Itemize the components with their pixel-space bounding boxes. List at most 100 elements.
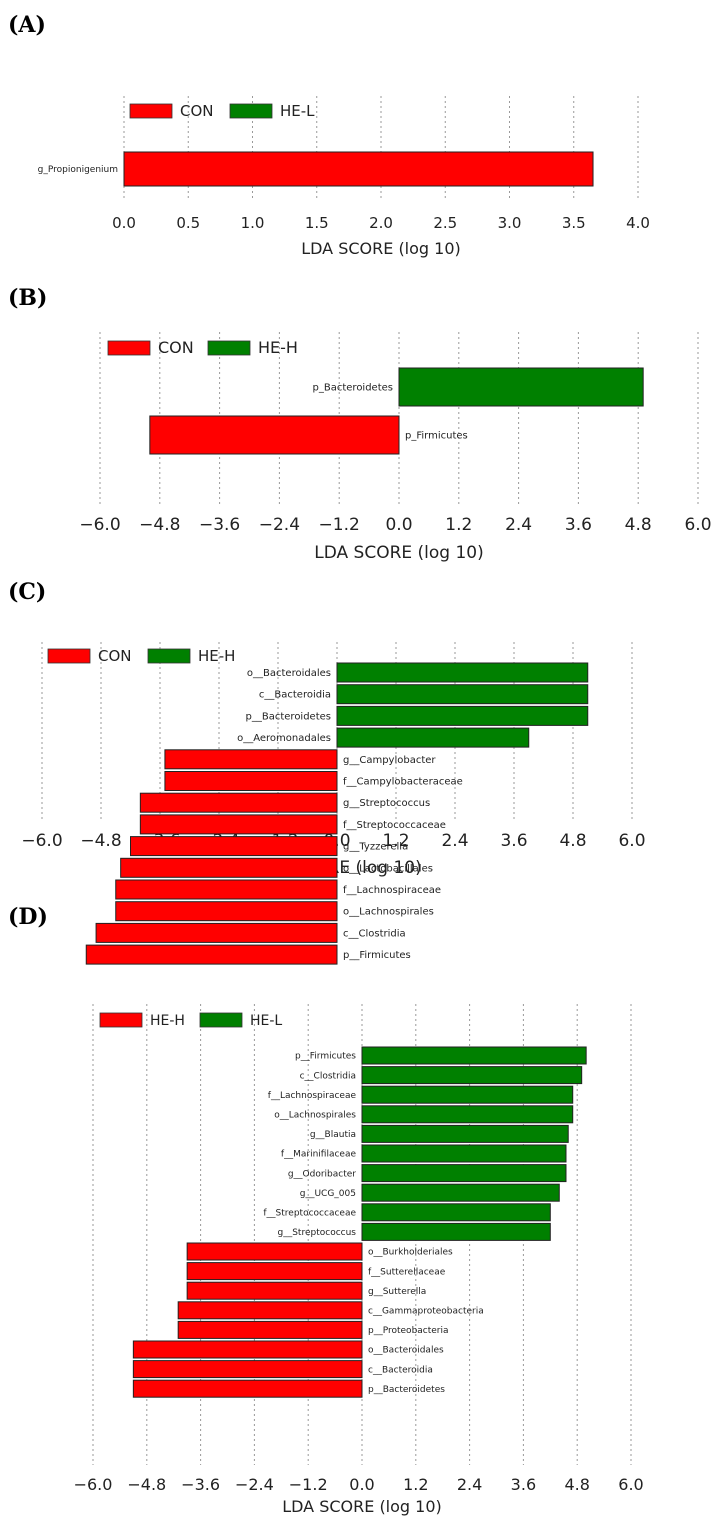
x-tick-label: 1.2 <box>445 515 472 535</box>
x-tick-label: 1.0 <box>241 214 265 232</box>
bar <box>130 836 338 857</box>
x-tick-label: −3.6 <box>181 1475 220 1494</box>
bar-label: o__Burkholderiales <box>368 1248 453 1258</box>
bar-label: p__Proteobacteria <box>368 1326 449 1336</box>
legend-label: CON <box>98 647 132 665</box>
legend-label: HE-H <box>150 1013 185 1029</box>
x-tick-label: 2.4 <box>457 1475 482 1494</box>
bar <box>361 1105 574 1124</box>
bar-label: g_Propionigenium <box>38 165 118 175</box>
bar <box>336 705 589 726</box>
x-tick-label: 4.0 <box>626 214 650 232</box>
legend-swatch <box>199 1012 243 1028</box>
x-tick-label: 3.6 <box>511 1475 536 1494</box>
bar-label: o__Lachnospirales <box>274 1110 356 1120</box>
bar-label: p_Bacteroidetes <box>313 383 393 394</box>
x-tick-label: −3.6 <box>199 515 240 535</box>
bar <box>186 1262 363 1281</box>
x-tick-label: 6.0 <box>684 515 711 535</box>
bar-label: p__Firmicutes <box>343 950 411 961</box>
x-tick-label: 4.8 <box>559 831 586 851</box>
legend-swatch <box>147 648 191 664</box>
legend-swatch <box>207 340 251 356</box>
x-tick-label: 0.5 <box>176 214 200 232</box>
x-tick-label: 3.6 <box>500 831 527 851</box>
x-tick-label: 6.0 <box>618 1475 643 1494</box>
bar-label: p_Firmicutes <box>405 431 468 442</box>
bar <box>139 814 338 835</box>
bar <box>177 1320 363 1339</box>
x-axis-label: LDA SCORE (log 10) <box>301 239 461 258</box>
x-tick-label: 0.0 <box>385 515 412 535</box>
bar <box>336 727 530 748</box>
bar <box>132 1379 363 1398</box>
bar-label: o__Aeromonadales <box>237 733 331 744</box>
x-tick-label: −4.8 <box>139 515 180 535</box>
bar-label: f__Lachnospiraceae <box>343 885 441 896</box>
bar-label: g__Streptococcus <box>278 1228 357 1238</box>
legend-swatch <box>47 648 91 664</box>
x-tick-label: 2.5 <box>433 214 457 232</box>
bar-label: p__Bacteroidetes <box>368 1385 445 1395</box>
bar <box>361 1066 583 1085</box>
bar-label: c__Gammaproteobacteria <box>368 1306 484 1316</box>
bar <box>361 1164 567 1183</box>
lda-chart-d: (D) −6.0 −4.8 −3.6 −2.4 −1.2 0.0 1.2 2.4 3.6 4.8 6.… <box>8 904 644 1516</box>
bar <box>361 1085 574 1104</box>
x-tick-label: 4.8 <box>564 1475 589 1494</box>
lda-chart-c: (C)−6.0−4.8−3.6−2.4−1.20.01.22.43.64.86.… <box>8 579 646 965</box>
bar-label: c__Bacteroidia <box>259 690 331 701</box>
bar <box>132 1340 363 1359</box>
bar <box>186 1242 363 1261</box>
bar <box>177 1301 363 1320</box>
bar-label: g__Tyzzerella <box>343 842 408 853</box>
x-axis-label: LDA SCORE (log 10) <box>314 543 484 563</box>
x-tick-label: −1.2 <box>289 1475 328 1494</box>
panel-label: (A) <box>8 12 46 38</box>
x-tick-label: 6.0 <box>618 831 645 851</box>
bar-label: g__Campylobacter <box>343 755 436 766</box>
bar-label: f__Streptococcaceae <box>343 820 446 831</box>
bar-label: c__Clostridia <box>343 928 406 939</box>
legend-label: HE-H <box>258 338 298 357</box>
x-tick-label: 2.4 <box>441 831 468 851</box>
bar <box>115 879 338 900</box>
bar <box>164 749 338 770</box>
bar <box>336 662 589 683</box>
x-tick-label: −6.0 <box>21 831 62 851</box>
bar <box>164 771 338 791</box>
bar <box>398 367 644 407</box>
x-tick-label: −6.0 <box>74 1475 113 1494</box>
bar-label: p__Firmicutes <box>295 1052 356 1062</box>
bar <box>149 415 400 455</box>
bar-label: g__Sutterella <box>368 1287 426 1297</box>
bar-label: c__Clostridia <box>300 1071 356 1081</box>
bar <box>336 684 589 705</box>
bar-label: g__Streptococcus <box>343 798 430 809</box>
x-tick-label: 3.6 <box>565 515 592 535</box>
x-tick-label: 0.0 <box>349 1475 374 1494</box>
bar <box>361 1183 560 1202</box>
x-tick-label: −2.4 <box>235 1475 274 1494</box>
bar-label: f__Marinifilaceae <box>281 1150 357 1160</box>
bar <box>361 1144 567 1163</box>
bar-label: f__Campylobacteraceae <box>343 777 463 788</box>
x-tick-label: 3.0 <box>498 214 522 232</box>
panel-label: (D) <box>8 904 48 930</box>
legend-label: CON <box>158 338 194 357</box>
bar-label: o__Bacteroidales <box>247 668 331 679</box>
x-tick-label: −4.8 <box>127 1475 166 1494</box>
x-tick-label: 4.8 <box>625 515 652 535</box>
bar <box>139 792 338 813</box>
legend-label: HE-L <box>250 1013 282 1029</box>
x-tick-label: −6.0 <box>79 515 120 535</box>
bar-label: f__Lachnospiraceae <box>268 1091 357 1101</box>
bar-label: p__Bacteroidetes <box>246 711 331 722</box>
x-tick-label: −4.8 <box>80 831 121 851</box>
x-tick-label: −1.2 <box>319 515 360 535</box>
legend-swatch <box>107 340 151 356</box>
panel-label: (B) <box>8 285 47 311</box>
bar <box>95 922 338 943</box>
x-tick-label: −2.4 <box>259 515 300 535</box>
